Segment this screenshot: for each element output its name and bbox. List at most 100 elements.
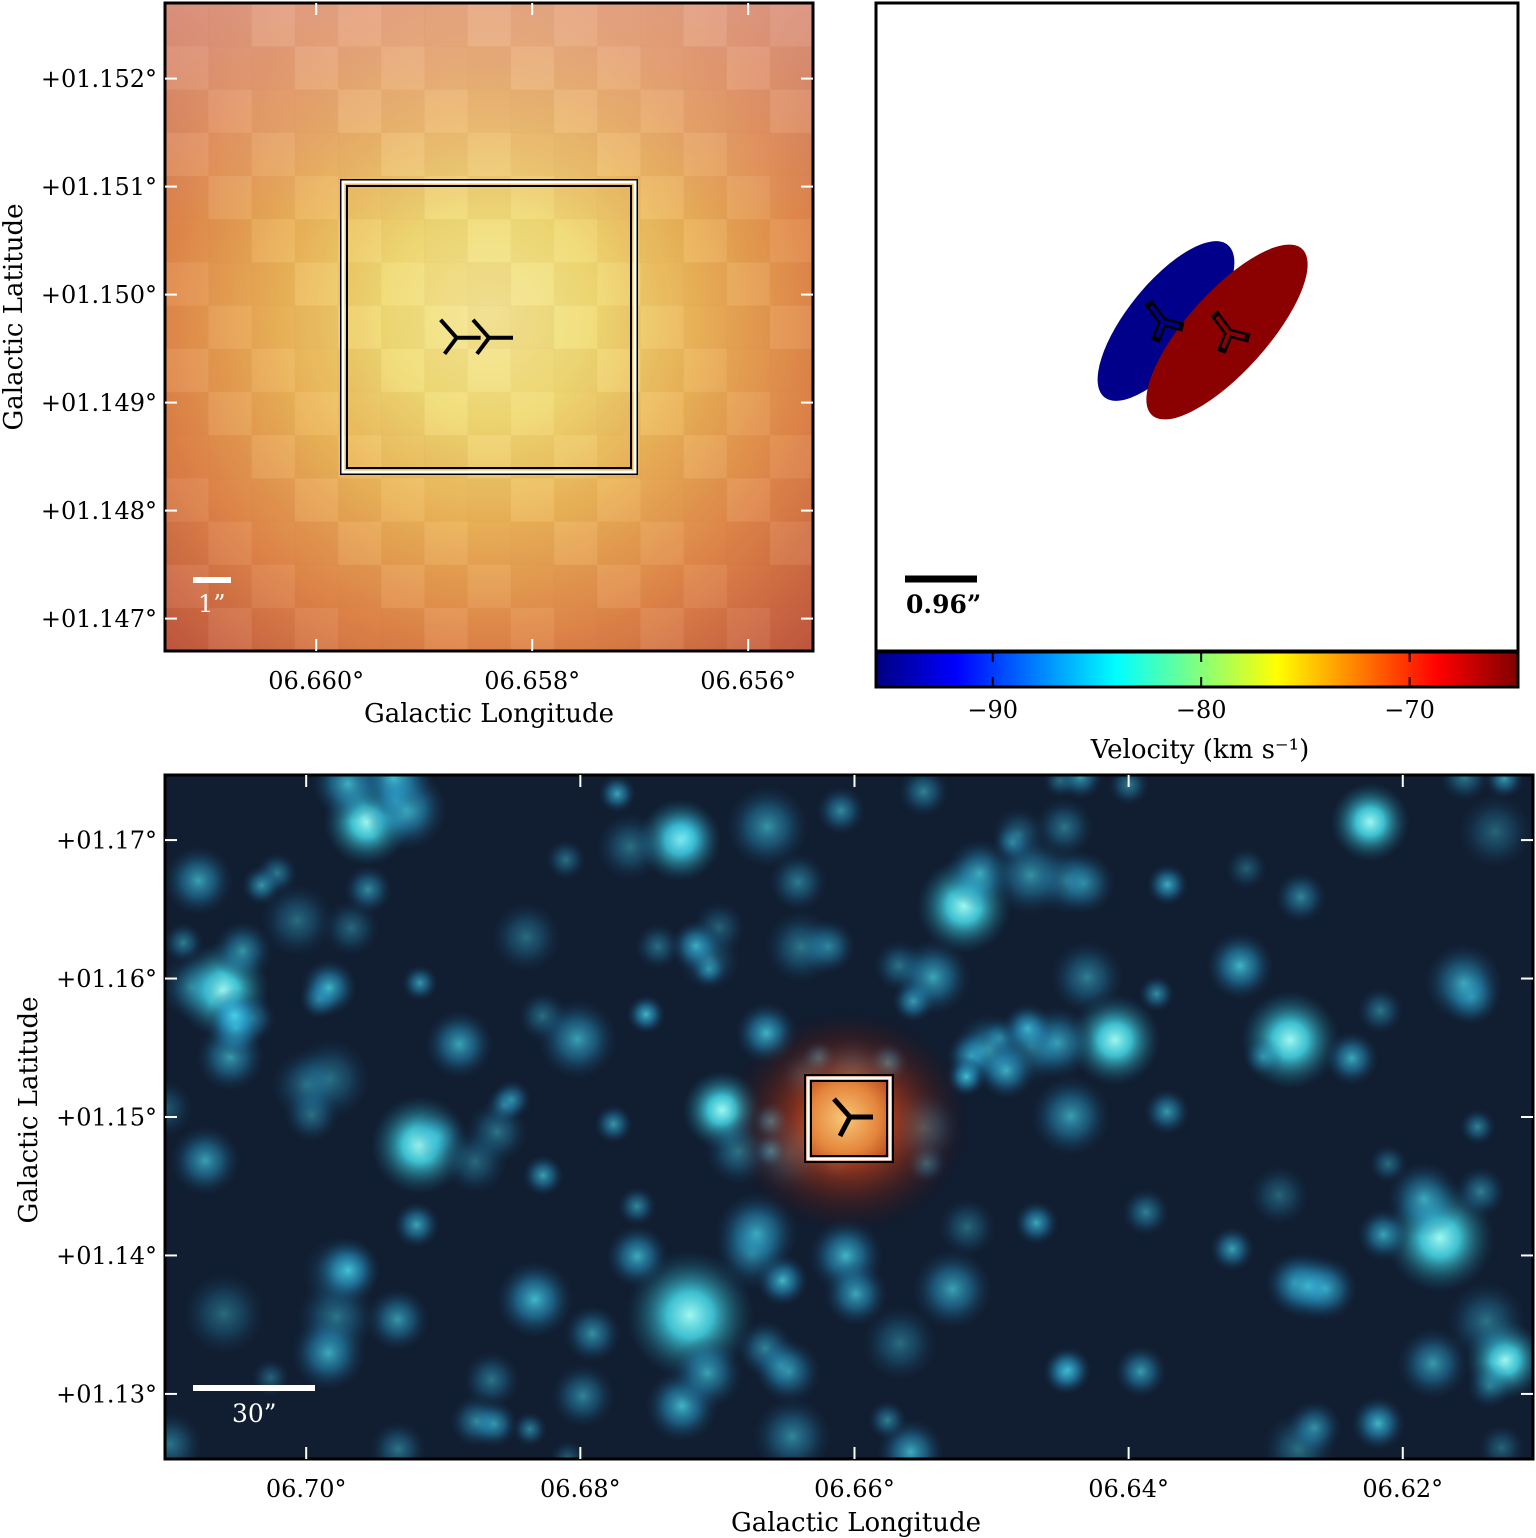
y-tick-label: +01.15° — [56, 1103, 157, 1131]
pixel — [208, 521, 252, 566]
pixel — [683, 435, 728, 479]
target-box-inner — [810, 1080, 888, 1157]
pixel — [769, 564, 813, 609]
faint-source — [1273, 870, 1328, 924]
pixel — [769, 89, 813, 134]
faint-source — [894, 938, 973, 1017]
zoom-frame — [163, 1, 815, 653]
pixel — [683, 564, 728, 609]
y-tick-label: +01.148° — [41, 497, 157, 525]
faint-source — [633, 922, 683, 971]
pixel — [251, 3, 296, 47]
faint-source — [867, 1399, 908, 1441]
pixel — [467, 219, 512, 263]
pixel — [726, 478, 771, 522]
x-tick-label: 06.66° — [814, 1475, 895, 1503]
pixel — [424, 349, 468, 393]
pixel — [467, 262, 512, 306]
faint-source — [401, 964, 439, 1002]
pixel — [683, 219, 728, 263]
pixel — [165, 175, 209, 220]
x-tick-label: 06.660° — [268, 667, 364, 695]
faint-source — [1356, 1207, 1411, 1262]
faint-source — [1208, 1225, 1256, 1273]
pixel — [467, 608, 511, 652]
pixel — [165, 435, 209, 479]
faint-source — [289, 1314, 368, 1393]
pixel-grid — [165, 3, 814, 652]
faint-source — [544, 838, 587, 881]
pixel — [251, 564, 296, 609]
pixel — [381, 3, 425, 47]
pixel — [338, 478, 382, 522]
infrared-sources — [165, 775, 1533, 1459]
faint-source — [521, 1154, 565, 1197]
pixel — [726, 391, 771, 436]
colorbar-tick-label: −80 — [1176, 696, 1227, 724]
faint-source — [815, 785, 867, 836]
pixel — [727, 349, 771, 393]
faint-source — [165, 844, 235, 917]
wide-scalebar-label: 30” — [232, 1399, 277, 1428]
y-tick-label: +01.13° — [56, 1380, 157, 1408]
pixel — [381, 305, 425, 349]
x-tick-label: 06.62° — [1362, 1475, 1443, 1503]
pixel — [726, 46, 771, 90]
faint-source — [315, 1236, 382, 1304]
faint-source — [713, 1216, 790, 1293]
pixel — [727, 565, 771, 609]
pixel — [294, 46, 339, 90]
pixel — [381, 89, 425, 133]
kinematics-panel: 0.96” −90 −80 −70 Velocity (km s⁻¹) — [874, 1, 1520, 765]
pixel — [337, 219, 382, 263]
x-tick-label: 06.64° — [1088, 1475, 1169, 1503]
faint-source — [859, 1303, 940, 1384]
pixel — [165, 3, 209, 47]
pixel — [381, 521, 425, 565]
pixel — [337, 348, 382, 393]
faint-source — [392, 1200, 441, 1249]
faint-source — [488, 899, 564, 975]
pixel — [683, 348, 728, 393]
faint-source — [910, 1247, 994, 1331]
pixel — [683, 392, 727, 436]
pixel — [381, 262, 425, 306]
faint-source — [991, 1006, 1072, 1086]
faint-source — [368, 1419, 428, 1459]
pixel — [467, 348, 512, 393]
faint-source — [1143, 1087, 1191, 1136]
faint-source — [616, 1185, 658, 1227]
faint-source — [593, 1104, 634, 1145]
pixel — [337, 89, 382, 134]
pixel — [769, 132, 813, 177]
zoom-ylabel: Galactic Latitude — [0, 204, 29, 431]
pixel — [165, 521, 209, 565]
pixel — [208, 133, 252, 177]
pixel — [553, 132, 598, 177]
pixel — [726, 305, 771, 350]
pixel — [640, 89, 684, 134]
faint-source — [1113, 1344, 1168, 1399]
faint-source — [165, 1078, 196, 1139]
pixel — [770, 608, 814, 652]
colorbar-label: Velocity (km s⁻¹) — [1090, 735, 1309, 765]
pixel — [683, 3, 728, 47]
pixel — [424, 478, 468, 522]
faint-source — [1350, 1395, 1407, 1452]
faint-source — [751, 1395, 834, 1459]
faint-source — [535, 997, 620, 1081]
faint-source — [1247, 1163, 1312, 1228]
pixel — [769, 3, 813, 47]
faint-source — [165, 1410, 205, 1459]
pixel — [727, 133, 771, 177]
pixel — [770, 262, 814, 306]
pixel — [554, 46, 598, 90]
pixel — [338, 46, 382, 90]
pixel — [553, 3, 598, 47]
pixel — [640, 435, 684, 479]
maser-marker-icon — [439, 318, 481, 355]
pixel — [208, 435, 252, 479]
pixel — [467, 521, 511, 565]
pixel — [251, 176, 295, 220]
